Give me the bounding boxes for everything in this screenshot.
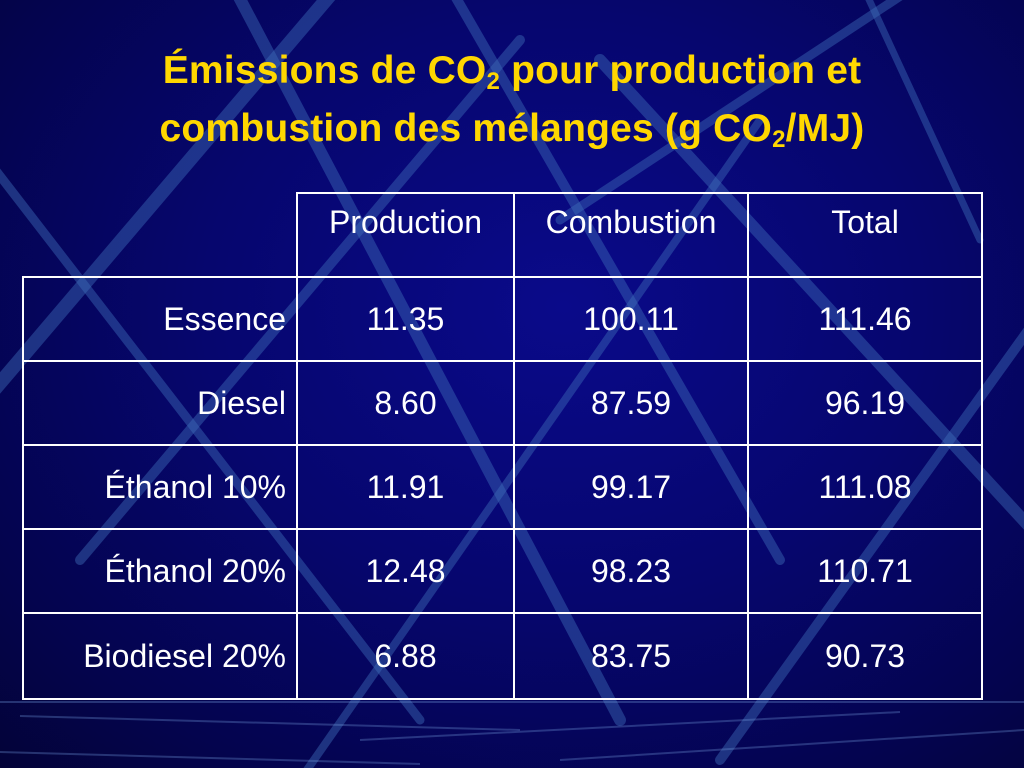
cell-biodiesel-20-combustion: 83.75 [513, 612, 749, 700]
cell-ethanol-10-total: 111.08 [747, 444, 983, 530]
title-line-1-rest: pour production et [500, 49, 862, 92]
title-line-2-text: combustion des mélanges (g CO [159, 107, 773, 150]
row-label-ethanol-20: Éthanol 20% [22, 528, 298, 614]
cell-biodiesel-20-production: 6.88 [296, 612, 515, 700]
title-line-2-rest: /MJ) [785, 107, 865, 150]
column-header-total: Total [747, 192, 983, 278]
cell-ethanol-10-combustion: 99.17 [513, 444, 749, 530]
cell-essence-production: 11.35 [296, 276, 515, 362]
row-label-essence: Essence [22, 276, 298, 362]
column-header-combustion: Combustion [513, 192, 749, 278]
cell-ethanol-20-combustion: 98.23 [513, 528, 749, 614]
cell-ethanol-10-production: 11.91 [296, 444, 515, 530]
title-line-2: combustion des mélanges (g CO2/MJ) [0, 100, 1024, 158]
row-label-diesel: Diesel [22, 360, 298, 446]
title-subscript-2-unit: 2 [772, 126, 786, 153]
column-header-production: Production [296, 192, 515, 278]
cell-diesel-combustion: 87.59 [513, 360, 749, 446]
row-label-ethanol-10: Éthanol 10% [22, 444, 298, 530]
row-label-biodiesel-20: Biodiesel 20% [22, 612, 298, 700]
cell-diesel-production: 8.60 [296, 360, 515, 446]
title-line-1: Émissions de CO2 pour production et [0, 42, 1024, 100]
cell-biodiesel-20-total: 90.73 [747, 612, 983, 700]
title-line-1-text: Émissions de CO [162, 49, 487, 92]
cell-ethanol-20-total: 110.71 [747, 528, 983, 614]
slide-title: Émissions de CO2 pour production et comb… [0, 42, 1024, 158]
cell-essence-combustion: 100.11 [513, 276, 749, 362]
cell-diesel-total: 96.19 [747, 360, 983, 446]
cell-ethanol-20-production: 12.48 [296, 528, 515, 614]
title-subscript-2: 2 [486, 68, 501, 95]
cell-essence-total: 111.46 [747, 276, 983, 362]
table-corner [22, 192, 298, 278]
